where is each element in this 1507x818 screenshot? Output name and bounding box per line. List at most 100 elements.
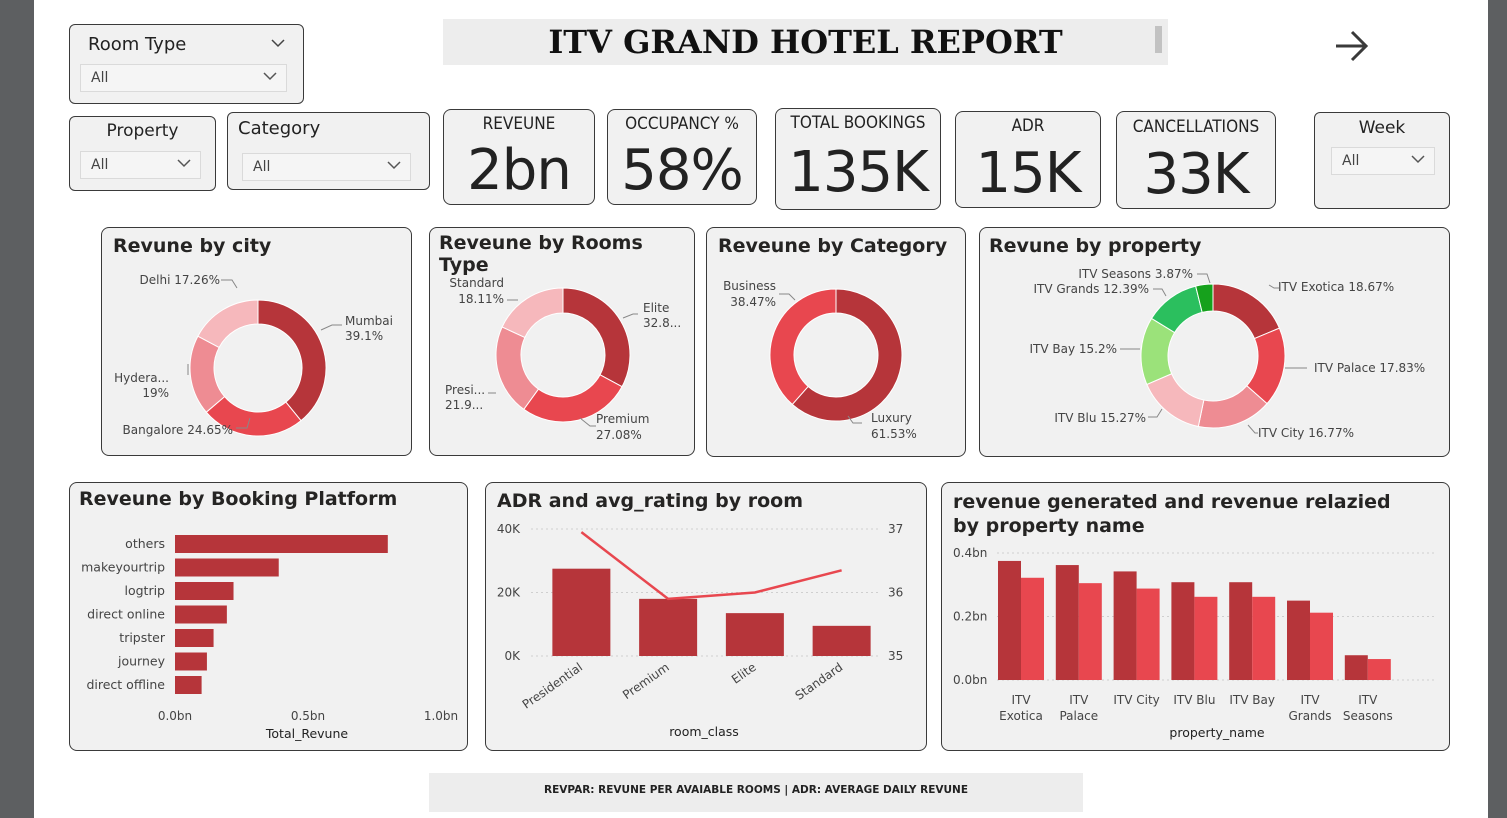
bar-direct-offline[interactable] — [175, 676, 202, 694]
bar-itv-grands-generated[interactable] — [1287, 600, 1310, 680]
bar-elite[interactable] — [725, 613, 784, 656]
revenue-by-category-card: Reveune by Category Business 38.47% Luxu… — [706, 227, 966, 457]
chart-title: Reveune by Rooms Type — [439, 232, 643, 276]
slice-standard[interactable] — [501, 287, 564, 339]
bar-itv-exotica-realized[interactable] — [1021, 577, 1044, 680]
slice-luxury[interactable] — [791, 288, 903, 422]
bar-itv-bay-generated[interactable] — [1229, 582, 1253, 680]
x-tick-label: ITV — [1069, 693, 1089, 707]
slice-itv-exotica[interactable] — [1212, 283, 1281, 340]
slice-label: ITV Seasons 3.87% — [1078, 267, 1193, 281]
slice-label: Hydera... — [114, 371, 169, 385]
slice-label: ITV Blu 15.27% — [1054, 411, 1146, 425]
chart-title: Revune by property — [989, 235, 1202, 257]
slice-label: Luxury — [871, 411, 912, 425]
chart-title: revenue generated and revenue relazied b… — [953, 491, 1391, 537]
bar-itv-city-generated[interactable] — [1113, 571, 1137, 680]
slice-elite[interactable] — [562, 287, 631, 388]
kpi-occupancy-label: OCCUPANCY % — [625, 114, 739, 134]
bar-itv-blu-generated[interactable] — [1171, 582, 1195, 680]
bar-logtrip[interactable] — [175, 582, 234, 600]
category-label: others — [125, 536, 165, 551]
property-slicer: Property All — [69, 116, 216, 191]
kpi-revenue-card: REVEUNE 2bn — [443, 109, 595, 205]
slice-label: 39.1% — [345, 329, 383, 343]
bar-itv-seasons-generated[interactable] — [1344, 655, 1368, 680]
y2-tick-label: 36 — [888, 586, 903, 600]
kpi-bookings-value: 135K — [788, 140, 929, 205]
category-label: makeyourtrip — [81, 560, 165, 575]
room-type-slicer: Room Type All — [69, 24, 304, 104]
slice-label: 27.08% — [596, 428, 642, 442]
x-axis-label: property_name — [1169, 725, 1265, 740]
slice-mumbai[interactable] — [257, 299, 327, 422]
kpi-cancellations-label: CANCELLATIONS — [1132, 117, 1260, 137]
slice-label: Mumbai — [345, 314, 393, 328]
bar-direct-online[interactable] — [175, 605, 227, 624]
kpi-cancellations-value: 33K — [1143, 142, 1250, 207]
bar-makeyourtrip[interactable] — [175, 558, 279, 577]
bar-itv-blu-realized[interactable] — [1194, 596, 1218, 680]
bar-itv-city-realized[interactable] — [1136, 588, 1160, 680]
bar-itv-grands-realized[interactable] — [1310, 612, 1333, 680]
slice-delhi[interactable] — [197, 299, 259, 349]
bar-itv-seasons-realized[interactable] — [1367, 659, 1391, 680]
revenue-by-property-card: Revune by property ITV Seasons 3.87% ITV… — [979, 227, 1450, 457]
report-canvas: ITV GRAND HOTEL REPORT Room Type All Pro… — [34, 0, 1488, 818]
chevron-down-icon — [177, 159, 191, 168]
avg-rating-line[interactable] — [580, 531, 842, 601]
bar-itv-palace-realized[interactable] — [1078, 583, 1102, 680]
kpi-adr-card: ADR 15K — [955, 111, 1101, 208]
title-scrollbar-thumb[interactable] — [1155, 26, 1162, 53]
slice-business[interactable] — [769, 288, 837, 406]
slice-label: Business — [723, 279, 776, 293]
kpi-occupancy-value: 58% — [621, 138, 743, 203]
bar-tripster[interactable] — [175, 629, 214, 647]
chart-title: Revune by city — [113, 235, 272, 257]
category-slicer: Category All — [227, 112, 430, 190]
bar-itv-bay-realized[interactable] — [1252, 596, 1276, 680]
report-title: ITV GRAND HOTEL REPORT — [548, 23, 1063, 61]
slice-itv-blu[interactable] — [1146, 373, 1205, 428]
category-dropdown[interactable]: All — [242, 153, 411, 181]
y-tick-label: 40K — [497, 522, 521, 536]
category-value: All — [253, 159, 271, 175]
x-tick-label: Elite — [729, 660, 759, 687]
bar-presidential[interactable] — [552, 568, 611, 656]
slice-label: ITV Grands 12.39% — [1033, 282, 1149, 296]
y-tick-label: 0.0bn — [953, 673, 987, 687]
slice-label: ITV Exotica 18.67% — [1278, 280, 1394, 294]
category-label: Category — [238, 118, 321, 139]
chevron-down-icon — [387, 161, 401, 170]
slice-presi-[interactable] — [495, 326, 540, 411]
chart-title: ADR and avg_rating by room — [497, 490, 803, 512]
slice-label: 21.9... — [445, 398, 483, 412]
revenue-by-platform-card: Reveune by Booking Platform others makeyo… — [69, 482, 468, 751]
bar-journey[interactable] — [175, 652, 207, 671]
week-dropdown[interactable]: All — [1331, 147, 1435, 175]
slice-label: Premium — [596, 412, 649, 426]
bar-itv-exotica-generated[interactable] — [998, 560, 1021, 680]
room-type-dropdown[interactable]: All — [80, 64, 287, 92]
y-tick-label: 20K — [497, 586, 521, 600]
revenue-by-rooms-donut: Standard 18.11% Elite 32.8... Presi... 2… — [445, 276, 681, 442]
slice-label: Presi... — [445, 383, 485, 397]
slice-label: 38.47% — [730, 295, 776, 309]
gen-realized-card: revenue generated and revenue relazied b… — [941, 482, 1450, 751]
x-tick-label: ITV — [1358, 693, 1378, 707]
bar-itv-palace-generated[interactable] — [1055, 565, 1079, 680]
bar-standard[interactable] — [812, 625, 871, 656]
x-axis-label: Total_Revune — [265, 726, 348, 741]
y-tick-label: 0.2bn — [953, 610, 987, 624]
x-tick-label: Standard — [793, 660, 846, 703]
arrow-right-icon[interactable] — [1332, 26, 1372, 66]
revenue-by-category-donut: Business 38.47% Luxury 61.53% — [723, 279, 917, 441]
chevron-down-icon[interactable] — [269, 34, 287, 52]
bar-premium[interactable] — [639, 598, 698, 656]
slice-label: ITV Bay 15.2% — [1029, 342, 1117, 356]
property-dropdown[interactable]: All — [80, 151, 201, 179]
slice-itv-seasons[interactable] — [1195, 283, 1214, 313]
kpi-adr-label: ADR — [1011, 116, 1045, 136]
property-label: Property — [106, 121, 179, 141]
bar-others[interactable] — [175, 535, 388, 553]
